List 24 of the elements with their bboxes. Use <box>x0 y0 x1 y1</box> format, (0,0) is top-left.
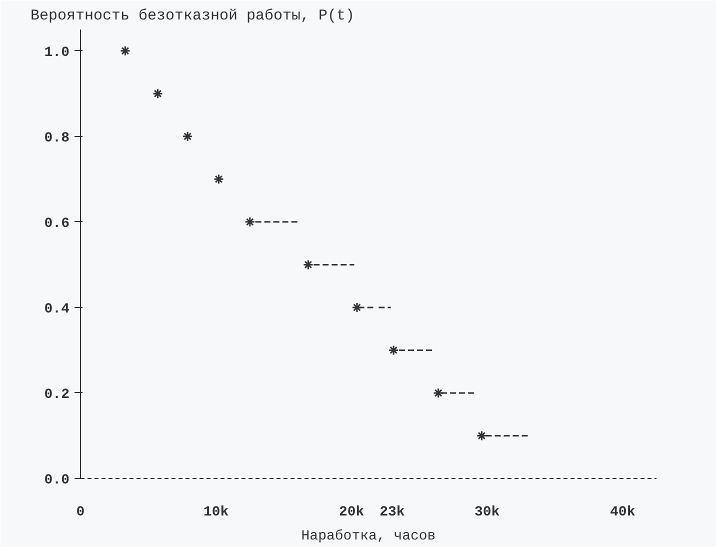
x-tick-label: 20k <box>338 504 364 520</box>
point <box>302 259 314 270</box>
point <box>120 46 130 56</box>
x-axis-title: Наработка, часов <box>301 528 436 544</box>
point <box>352 302 362 313</box>
y-tick-label: 0.0 <box>44 472 70 488</box>
x-tick-label: 40k <box>610 504 636 520</box>
y-tick-label: 1.0 <box>44 44 70 61</box>
x-tick-label: 30k <box>474 504 500 520</box>
point <box>476 430 487 441</box>
x-tick-label: 10k <box>203 504 229 520</box>
point <box>388 344 399 356</box>
point <box>433 388 444 398</box>
point <box>182 131 193 142</box>
chart-title: Вероятность безотказной работы, P(t) <box>30 8 355 24</box>
x-tick-label: 0 <box>76 504 85 520</box>
point <box>152 88 163 99</box>
point <box>213 174 224 184</box>
y-tick-label: 0.8 <box>44 130 70 146</box>
y-tick-label: 0.6 <box>44 216 70 232</box>
point <box>244 216 256 228</box>
y-tick-label: 0.4 <box>44 301 70 318</box>
y-tick-label: 0.2 <box>44 386 70 403</box>
x-tick-label: 23k <box>380 504 405 520</box>
